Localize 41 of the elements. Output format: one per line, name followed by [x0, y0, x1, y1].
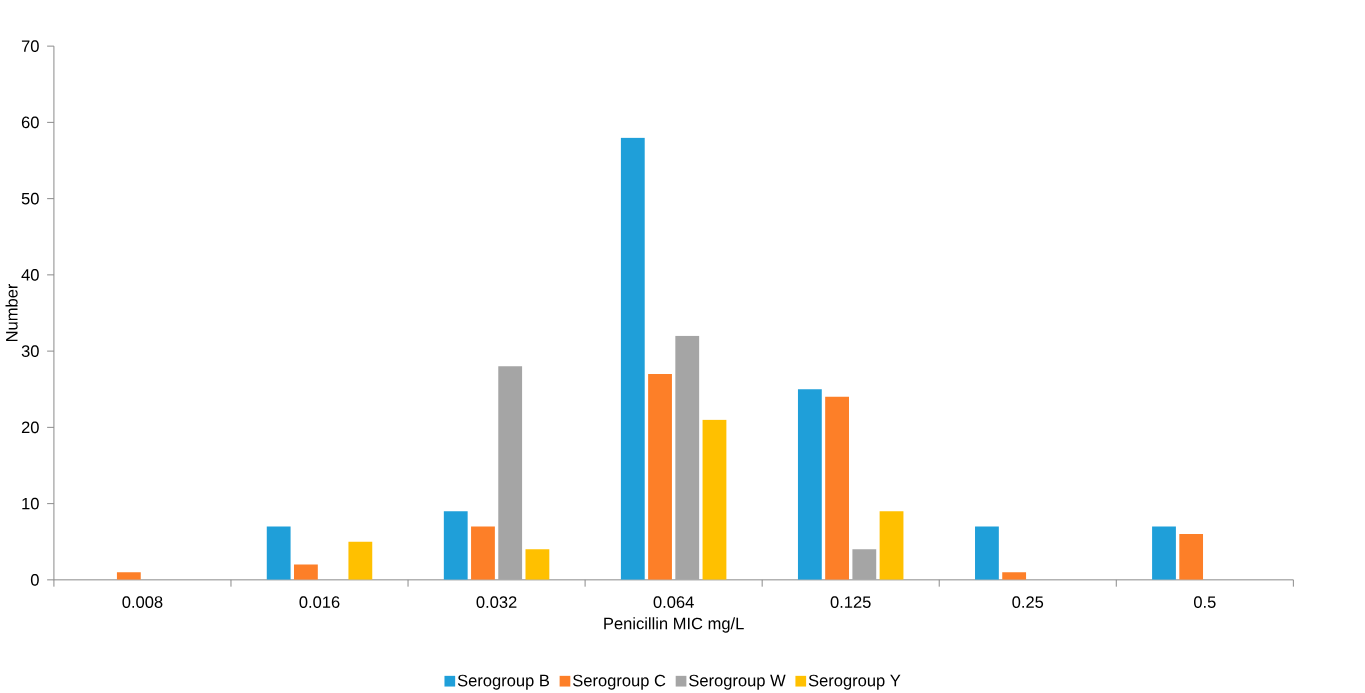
bar: [293, 564, 318, 581]
x-tick-label: 0.016: [299, 596, 340, 609]
legend-label: Serogroup C: [573, 674, 666, 690]
y-axis-title: Number: [5, 284, 18, 342]
legend-label: Serogroup W: [689, 674, 786, 690]
y-tick-label: 20: [21, 421, 39, 434]
bar: [498, 366, 523, 581]
y-tick-label: 30: [21, 345, 39, 358]
bar: [1152, 526, 1176, 581]
x-axis-title: Penicillin MIC mg/L: [604, 617, 744, 633]
bar: [525, 549, 550, 581]
bar: [879, 511, 904, 581]
y-tick-label: 0: [30, 574, 39, 586]
bar: [825, 397, 849, 581]
x-tick-label: 0.032: [476, 596, 517, 609]
bar: [797, 389, 822, 581]
bar: [443, 511, 468, 581]
x-tick-label: 0.125: [830, 596, 871, 609]
legend-label: Serogroup B: [457, 674, 549, 690]
bar: [975, 526, 999, 581]
legend-label: Serogroup Y: [808, 674, 901, 690]
x-tick-label: 0.008: [122, 596, 163, 609]
bar: [675, 336, 700, 581]
x-tick-label: 0.064: [653, 596, 694, 609]
y-tick-label: 70: [21, 40, 39, 53]
bar: [1002, 572, 1027, 581]
y-tick-label: 60: [21, 116, 39, 129]
x-tick-label: 0.5: [1193, 596, 1216, 609]
y-tick-label: 10: [22, 497, 39, 510]
bar: [471, 526, 495, 581]
bar: [852, 549, 877, 581]
bar: [1179, 534, 1204, 581]
bar: [348, 541, 373, 581]
y-tick-label: 50: [21, 192, 39, 205]
y-tick-label: 40: [21, 269, 39, 281]
bar: [702, 419, 727, 581]
x-tick-label: 0.25: [1012, 596, 1044, 609]
bar: [620, 137, 645, 581]
bar: [648, 374, 672, 581]
bar: [266, 526, 291, 581]
bar: [116, 572, 141, 581]
